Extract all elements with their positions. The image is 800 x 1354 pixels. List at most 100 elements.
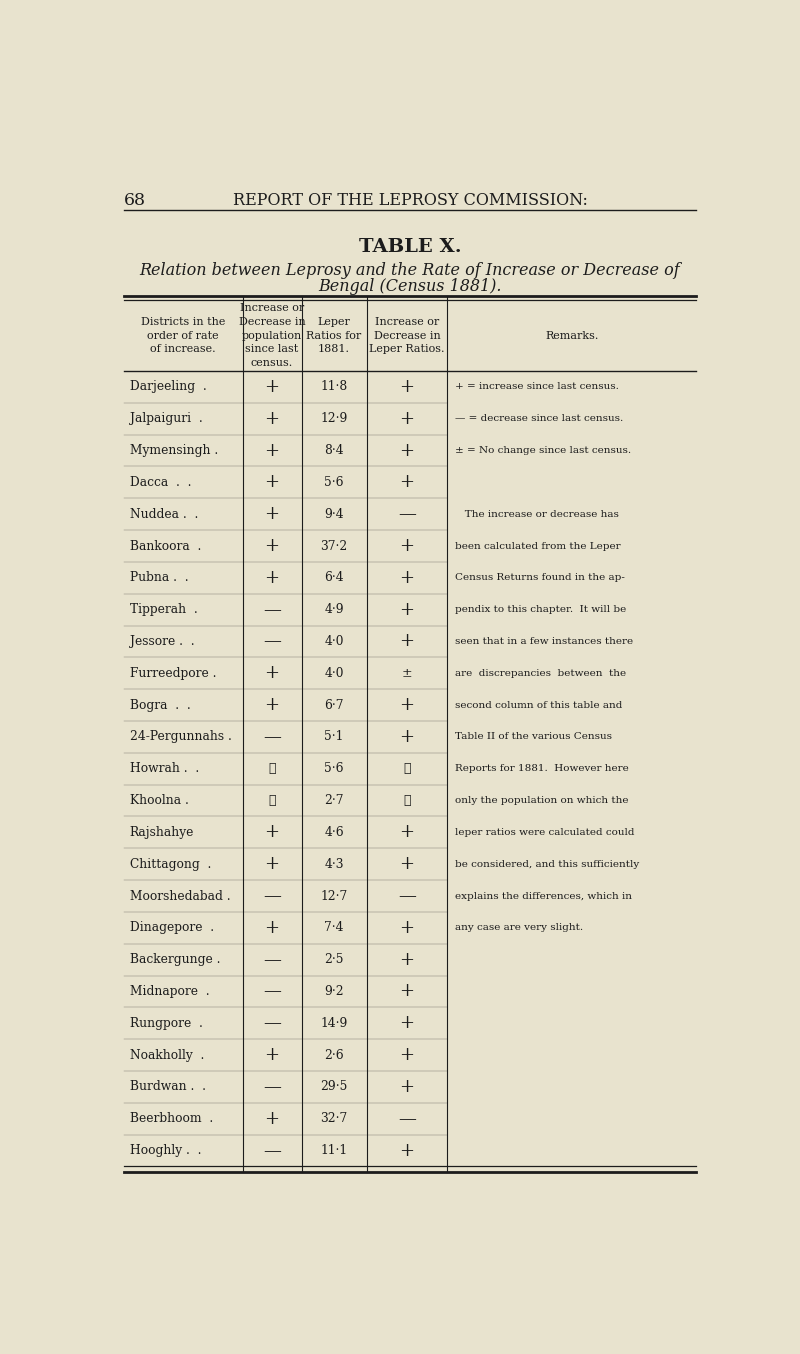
Text: 4·3: 4·3 (324, 857, 344, 871)
Text: +: + (265, 474, 279, 492)
Text: 68: 68 (123, 192, 146, 209)
Text: ⋯: ⋯ (268, 793, 276, 807)
Text: Jalpaiguri  .: Jalpaiguri . (130, 412, 202, 425)
Text: 29·5: 29·5 (320, 1080, 348, 1094)
Text: Increase or
Decrease in
Leper Ratios.: Increase or Decrease in Leper Ratios. (369, 317, 445, 355)
Text: Districts in the
order of rate
of increase.: Districts in the order of rate of increa… (141, 317, 226, 355)
Text: +: + (265, 1110, 279, 1128)
Text: +: + (399, 569, 414, 586)
Text: +: + (399, 410, 414, 428)
Text: The increase or decrease has: The increase or decrease has (454, 509, 618, 519)
Text: +: + (399, 1014, 414, 1032)
Text: —: — (263, 1014, 281, 1032)
Text: ± = No change since last census.: ± = No change since last census. (454, 445, 630, 455)
Text: Moorshedabad .: Moorshedabad . (130, 890, 230, 903)
Text: +: + (265, 856, 279, 873)
Text: only the population on which the: only the population on which the (454, 796, 628, 806)
Text: —: — (398, 1110, 416, 1128)
Text: +: + (399, 919, 414, 937)
Text: 6·4: 6·4 (324, 571, 344, 585)
Text: 12·7: 12·7 (321, 890, 348, 903)
Text: Leper
Ratios for
1881.: Leper Ratios for 1881. (306, 317, 362, 355)
Text: Bankoora  .: Bankoora . (130, 539, 201, 552)
Text: 32·7: 32·7 (321, 1112, 348, 1125)
Text: Backergunge .: Backergunge . (130, 953, 220, 967)
Text: +: + (399, 601, 414, 619)
Text: Dinagepore  .: Dinagepore . (130, 921, 214, 934)
Text: be considered, and this sufficiently: be considered, and this sufficiently (454, 860, 639, 869)
Text: Pubna .  .: Pubna . . (130, 571, 188, 585)
Text: Chittagong  .: Chittagong . (130, 857, 211, 871)
Text: +: + (399, 696, 414, 714)
Text: Howrah .  .: Howrah . . (130, 762, 199, 776)
Text: + = increase since last census.: + = increase since last census. (454, 382, 618, 391)
Text: +: + (265, 378, 279, 395)
Text: 5·6: 5·6 (324, 475, 344, 489)
Text: +: + (399, 823, 414, 841)
Text: 14·9: 14·9 (320, 1017, 348, 1030)
Text: 37·2: 37·2 (321, 539, 348, 552)
Text: +: + (399, 856, 414, 873)
Text: ⋯: ⋯ (403, 793, 410, 807)
Text: —: — (263, 1078, 281, 1095)
Text: Relation between Leprosy and the Rate of Increase or Decrease of: Relation between Leprosy and the Rate of… (140, 261, 680, 279)
Text: Midnapore  .: Midnapore . (130, 984, 210, 998)
Text: +: + (399, 1047, 414, 1064)
Text: Rungpore  .: Rungpore . (130, 1017, 202, 1030)
Text: 11·8: 11·8 (321, 380, 348, 394)
Text: 2·6: 2·6 (324, 1048, 344, 1062)
Text: —: — (263, 601, 281, 619)
Text: Reports for 1881.  However here: Reports for 1881. However here (454, 764, 628, 773)
Text: +: + (265, 919, 279, 937)
Text: second column of this table and: second column of this table and (454, 700, 622, 709)
Text: +: + (265, 410, 279, 428)
Text: 6·7: 6·7 (324, 699, 344, 712)
Text: 5·1: 5·1 (324, 730, 344, 743)
Text: Khoolna .: Khoolna . (130, 793, 189, 807)
Text: 4·6: 4·6 (324, 826, 344, 839)
Text: 9·2: 9·2 (324, 984, 344, 998)
Text: —: — (263, 632, 281, 650)
Text: ⋯: ⋯ (268, 762, 276, 776)
Text: explains the differences, which in: explains the differences, which in (454, 891, 632, 900)
Text: +: + (265, 696, 279, 714)
Text: Tipperah  .: Tipperah . (130, 603, 198, 616)
Text: Increase or
Decrease in
population
since last
census.: Increase or Decrease in population since… (238, 303, 306, 368)
Text: Mymensingh .: Mymensingh . (130, 444, 218, 458)
Text: Remarks.: Remarks. (545, 330, 598, 341)
Text: —: — (263, 887, 281, 904)
Text: +: + (265, 538, 279, 555)
Text: +: + (399, 728, 414, 746)
Text: 4·0: 4·0 (324, 666, 344, 680)
Text: —: — (263, 983, 281, 1001)
Text: Nuddea .  .: Nuddea . . (130, 508, 198, 521)
Text: Darjeeling  .: Darjeeling . (130, 380, 206, 394)
Text: leper ratios were calculated could: leper ratios were calculated could (454, 827, 634, 837)
Text: Table II of the various Census: Table II of the various Census (454, 733, 612, 742)
Text: 2·5: 2·5 (324, 953, 344, 967)
Text: Bogra  .  .: Bogra . . (130, 699, 190, 712)
Text: —: — (398, 505, 416, 523)
Text: Furreedpore .: Furreedpore . (130, 666, 216, 680)
Text: +: + (399, 1078, 414, 1095)
Text: +: + (399, 632, 414, 650)
Text: 24-Pergunnahs .: 24-Pergunnahs . (130, 730, 232, 743)
Text: Jessore .  .: Jessore . . (130, 635, 194, 649)
Text: ⋯: ⋯ (403, 762, 410, 776)
Text: —: — (263, 728, 281, 746)
Text: +: + (265, 823, 279, 841)
Text: Hooghly .  .: Hooghly . . (130, 1144, 202, 1158)
Text: +: + (399, 378, 414, 395)
Text: 7·4: 7·4 (324, 921, 344, 934)
Text: —: — (263, 951, 281, 968)
Text: 8·4: 8·4 (324, 444, 344, 458)
Text: Bengal (Census 1881).: Bengal (Census 1881). (318, 278, 502, 295)
Text: TABLE X.: TABLE X. (358, 237, 462, 256)
Text: — = decrease since last census.: — = decrease since last census. (454, 414, 623, 424)
Text: 4·9: 4·9 (324, 603, 344, 616)
Text: been calculated from the Leper: been calculated from the Leper (454, 542, 620, 551)
Text: +: + (265, 441, 279, 459)
Text: any case are very slight.: any case are very slight. (454, 923, 582, 933)
Text: +: + (399, 951, 414, 968)
Text: Noakholly  .: Noakholly . (130, 1048, 204, 1062)
